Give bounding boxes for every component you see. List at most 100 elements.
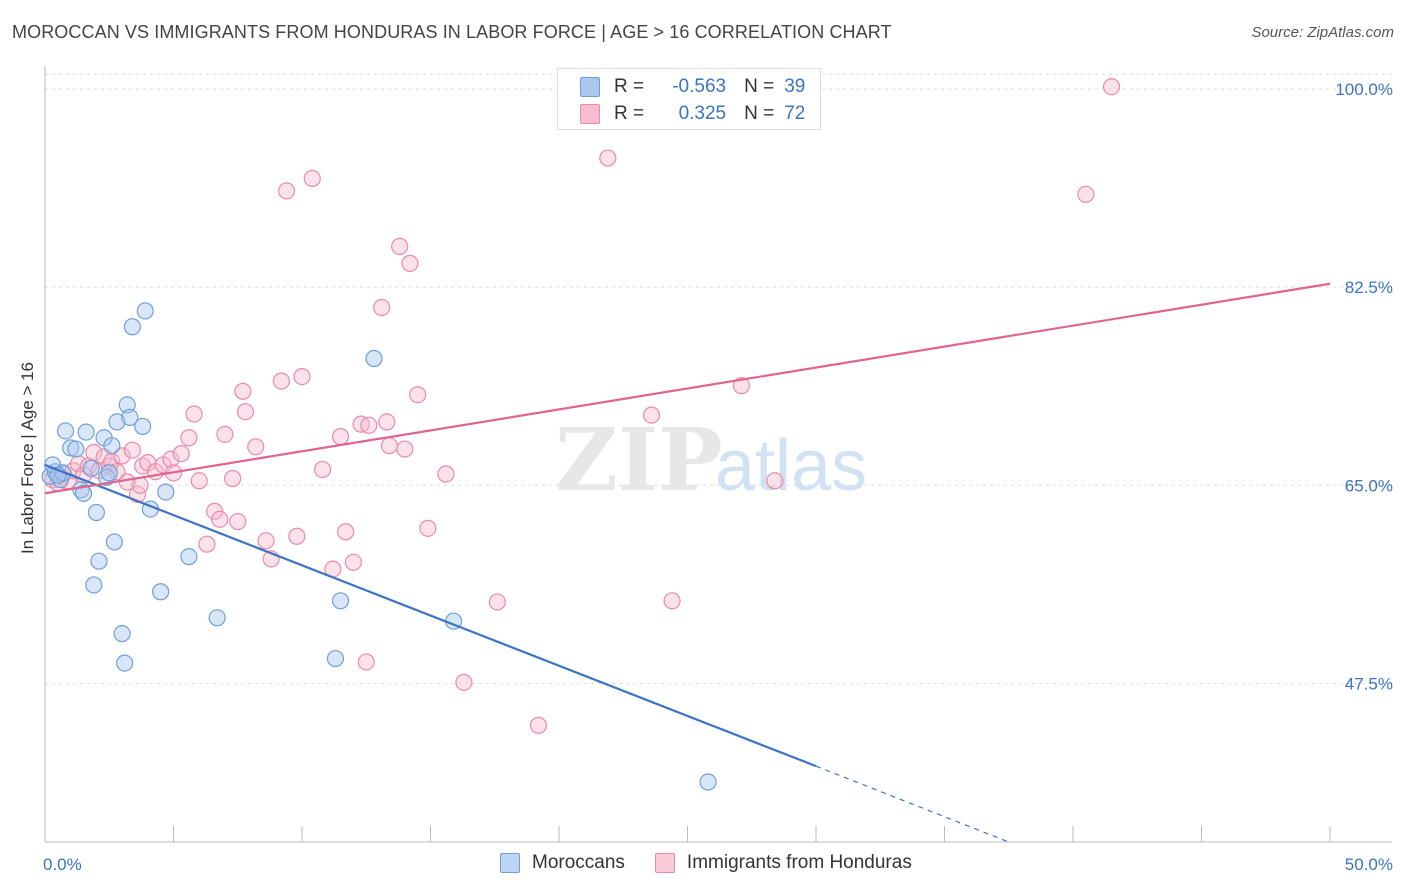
point-honduras	[190, 472, 208, 490]
point-honduras	[396, 440, 414, 458]
point-honduras	[180, 429, 198, 447]
y-tick-label: 100.0%	[1335, 80, 1393, 99]
point-moroccans	[134, 417, 152, 436]
r-label: R =	[614, 76, 645, 97]
trendline-honduras	[44, 282, 1331, 495]
point-moroccans	[82, 459, 100, 477]
point-moroccans	[152, 583, 170, 601]
point-moroccans	[699, 773, 717, 791]
point-moroccans	[113, 625, 131, 643]
legend-swatch-honduras	[654, 853, 675, 873]
series-moroccans-points	[41, 302, 717, 791]
point-honduras	[113, 447, 131, 465]
n-label: N =	[744, 103, 775, 124]
point-honduras	[1077, 185, 1095, 203]
point-moroccans	[180, 548, 198, 566]
point-moroccans	[100, 464, 118, 482]
watermark-zip: ZIP	[555, 410, 723, 511]
point-honduras	[529, 716, 548, 734]
point-moroccans	[85, 576, 103, 594]
r-label: R =	[614, 103, 645, 124]
y-tick-label: 65.0%	[1345, 476, 1393, 495]
point-honduras	[357, 653, 375, 671]
point-moroccans	[365, 349, 383, 368]
point-honduras	[373, 298, 391, 317]
legend-item-moroccans[interactable]: Moroccans	[500, 852, 625, 874]
point-honduras	[293, 368, 311, 386]
point-honduras	[172, 445, 190, 463]
point-moroccans	[103, 437, 121, 455]
r-value: 0.325	[678, 103, 727, 124]
point-honduras	[236, 403, 255, 421]
y-tick-label: 82.5%	[1345, 278, 1393, 297]
point-honduras	[288, 527, 306, 545]
point-moroccans	[331, 592, 350, 610]
point-honduras	[419, 519, 437, 537]
point-honduras	[344, 553, 362, 571]
point-honduras	[272, 372, 291, 390]
legend-label-honduras: Immigrants from Honduras	[686, 852, 912, 873]
legend-item-honduras[interactable]: Immigrants from Honduras	[654, 852, 912, 874]
legend-swatch-moroccans	[580, 77, 600, 97]
n-value: 39	[784, 76, 806, 97]
point-honduras	[437, 465, 455, 483]
n-value: 72	[784, 103, 806, 124]
point-moroccans	[98, 468, 116, 486]
point-moroccans	[90, 552, 108, 570]
point-moroccans	[326, 649, 345, 668]
legend-row-honduras: R = 0.325 N = 72	[580, 102, 805, 126]
point-honduras	[337, 523, 355, 541]
point-honduras	[211, 510, 229, 528]
series-legend: Moroccans Immigrants from Honduras	[500, 852, 942, 874]
point-honduras	[313, 460, 332, 479]
legend-swatch-honduras	[580, 104, 600, 124]
watermark: ZIP atlas	[555, 410, 867, 511]
chart-title: MOROCCAN VS IMMIGRANTS FROM HONDURAS IN …	[12, 22, 892, 42]
point-honduras	[303, 169, 321, 188]
point-moroccans	[74, 484, 93, 502]
point-honduras	[1102, 78, 1121, 96]
source-label: Source: ZipAtlas.com	[1251, 24, 1394, 41]
point-honduras	[247, 438, 265, 456]
legend-swatch-moroccans	[500, 853, 520, 873]
n-label: N =	[744, 76, 775, 97]
point-honduras	[360, 416, 378, 434]
watermark-atlas: atlas	[715, 426, 867, 506]
point-honduras	[257, 532, 275, 550]
point-honduras	[162, 450, 180, 468]
point-honduras	[401, 254, 419, 272]
point-honduras	[409, 386, 427, 404]
point-honduras	[224, 469, 242, 488]
x-tick-label: 50.0%	[1345, 855, 1393, 874]
point-moroccans	[116, 654, 134, 672]
point-honduras	[234, 382, 252, 400]
point-honduras	[766, 472, 784, 490]
point-honduras	[732, 377, 751, 395]
y-axis-label: In Labor Force | Age > 16	[18, 361, 37, 555]
point-honduras	[229, 512, 247, 531]
point-moroccans	[108, 413, 126, 431]
trendline-moroccans-extension	[815, 765, 1009, 843]
point-honduras	[277, 182, 296, 200]
point-moroccans	[77, 423, 95, 441]
point-moroccans	[123, 318, 141, 336]
point-honduras	[642, 406, 661, 424]
point-honduras	[488, 593, 506, 611]
point-honduras	[331, 428, 350, 446]
point-honduras	[198, 535, 216, 553]
point-honduras	[185, 405, 203, 423]
axes	[44, 66, 1392, 843]
series-honduras-points	[44, 78, 1121, 734]
point-honduras	[391, 237, 409, 255]
grid-lines	[45, 73, 1392, 684]
point-honduras	[378, 413, 396, 431]
trendline-moroccans	[44, 463, 817, 768]
point-moroccans	[208, 609, 226, 627]
r-value: -0.563	[672, 76, 727, 97]
point-honduras	[663, 592, 681, 610]
correlation-legend: R = -0.563 N = 39 R = 0.325 N = 72	[557, 68, 821, 130]
point-moroccans	[87, 503, 106, 522]
trend-lines	[44, 282, 1331, 843]
point-moroccans	[105, 533, 123, 551]
tick-labels: 47.5% 65.0% 82.5% 100.0% 0.0% 50.0%	[43, 80, 1393, 874]
